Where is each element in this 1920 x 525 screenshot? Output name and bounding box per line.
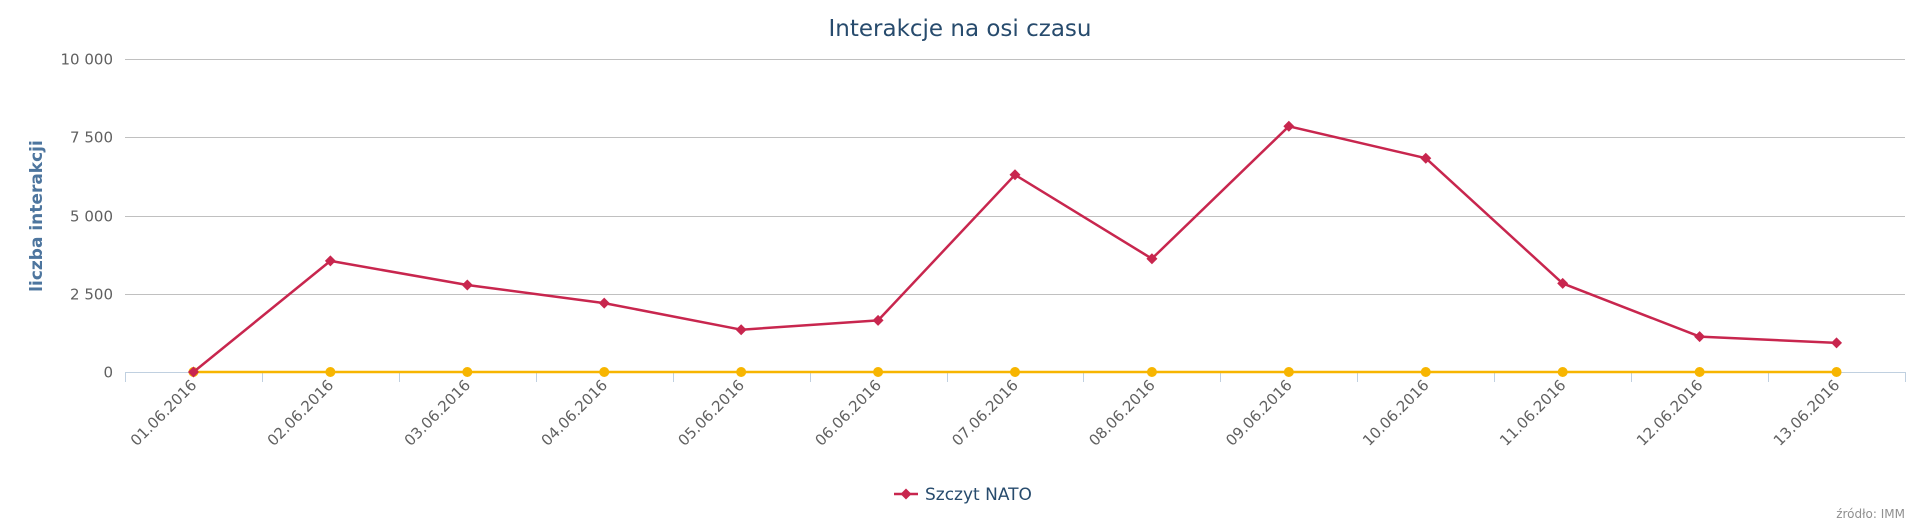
- data-point-diamond[interactable]: [1146, 253, 1158, 265]
- x-tick-label: 05.06.2016: [675, 376, 748, 449]
- data-point-circle[interactable]: [736, 367, 747, 377]
- x-tick-label: 09.06.2016: [1222, 376, 1295, 449]
- x-tick-label: 10.06.2016: [1359, 376, 1432, 449]
- y-tick-label: 5 000: [70, 208, 113, 226]
- data-point-circle[interactable]: [325, 367, 336, 377]
- legend-label: Szczyt NATO: [925, 485, 1032, 505]
- data-point-diamond[interactable]: [1694, 331, 1706, 343]
- x-tick-label: 07.06.2016: [948, 376, 1021, 449]
- data-point-diamond[interactable]: [598, 297, 610, 309]
- y-tick-label: 10 000: [61, 51, 114, 69]
- series-2: [188, 367, 1842, 377]
- x-tick-label: 13.06.2016: [1770, 376, 1843, 449]
- x-tick-label: 11.06.2016: [1496, 376, 1569, 449]
- x-tick-label: 08.06.2016: [1085, 376, 1158, 449]
- data-point-circle[interactable]: [873, 367, 884, 377]
- data-point-diamond[interactable]: [1009, 169, 1021, 181]
- x-tick-label: 06.06.2016: [811, 376, 884, 449]
- y-axis-ticks: 0 2 500 5 000 7 500 10 000: [61, 51, 114, 382]
- data-point-diamond[interactable]: [872, 314, 884, 326]
- y-tick-label: 0: [103, 364, 113, 382]
- data-point-diamond[interactable]: [1557, 277, 1569, 289]
- data-point-diamond[interactable]: [1283, 120, 1295, 132]
- series-line: [192, 125, 1838, 374]
- data-point-circle[interactable]: [1010, 367, 1020, 377]
- x-tick-label: 04.06.2016: [538, 376, 611, 449]
- x-tick-label: 12.06.2016: [1633, 376, 1706, 449]
- y-tick-label: 2 500: [70, 286, 113, 304]
- x-axis: 01.06.2016 02.06.2016 03.06.2016 04.06.2016…: [125, 372, 1906, 450]
- data-point-circle[interactable]: [1831, 367, 1842, 377]
- data-point-diamond[interactable]: [735, 324, 747, 336]
- x-tick-label: 03.06.2016: [401, 376, 474, 449]
- data-point-diamond[interactable]: [187, 366, 199, 378]
- credits: źródło: IMM: [1836, 507, 1905, 521]
- data-point-circle[interactable]: [462, 367, 473, 377]
- data-point-circle[interactable]: [1146, 367, 1157, 377]
- grid-lines: [125, 59, 1905, 295]
- data-point-diamond[interactable]: [324, 255, 336, 267]
- data-point-circle[interactable]: [1283, 367, 1294, 377]
- legend-item[interactable]: Szczyt NATO: [894, 485, 1032, 505]
- x-tick-label: 02.06.2016: [264, 376, 337, 449]
- chart-title: Interakcje na osi czasu: [828, 16, 1091, 42]
- x-tick-label: 01.06.2016: [127, 376, 200, 449]
- data-point-diamond[interactable]: [461, 279, 473, 291]
- legend-marker: [900, 488, 912, 500]
- data-point-diamond[interactable]: [1831, 337, 1843, 349]
- data-point-diamond[interactable]: [1420, 152, 1432, 164]
- data-point-circle[interactable]: [1420, 367, 1431, 377]
- data-point-circle[interactable]: [1557, 367, 1568, 377]
- data-point-circle[interactable]: [1694, 367, 1705, 377]
- series-group: [187, 120, 1843, 378]
- data-point-circle[interactable]: [599, 367, 610, 377]
- y-axis-label: liczba interakcji: [27, 140, 47, 292]
- series-1: [187, 120, 1843, 378]
- y-tick-label: 7 500: [70, 129, 113, 147]
- legend[interactable]: Szczyt NATO: [894, 485, 1032, 505]
